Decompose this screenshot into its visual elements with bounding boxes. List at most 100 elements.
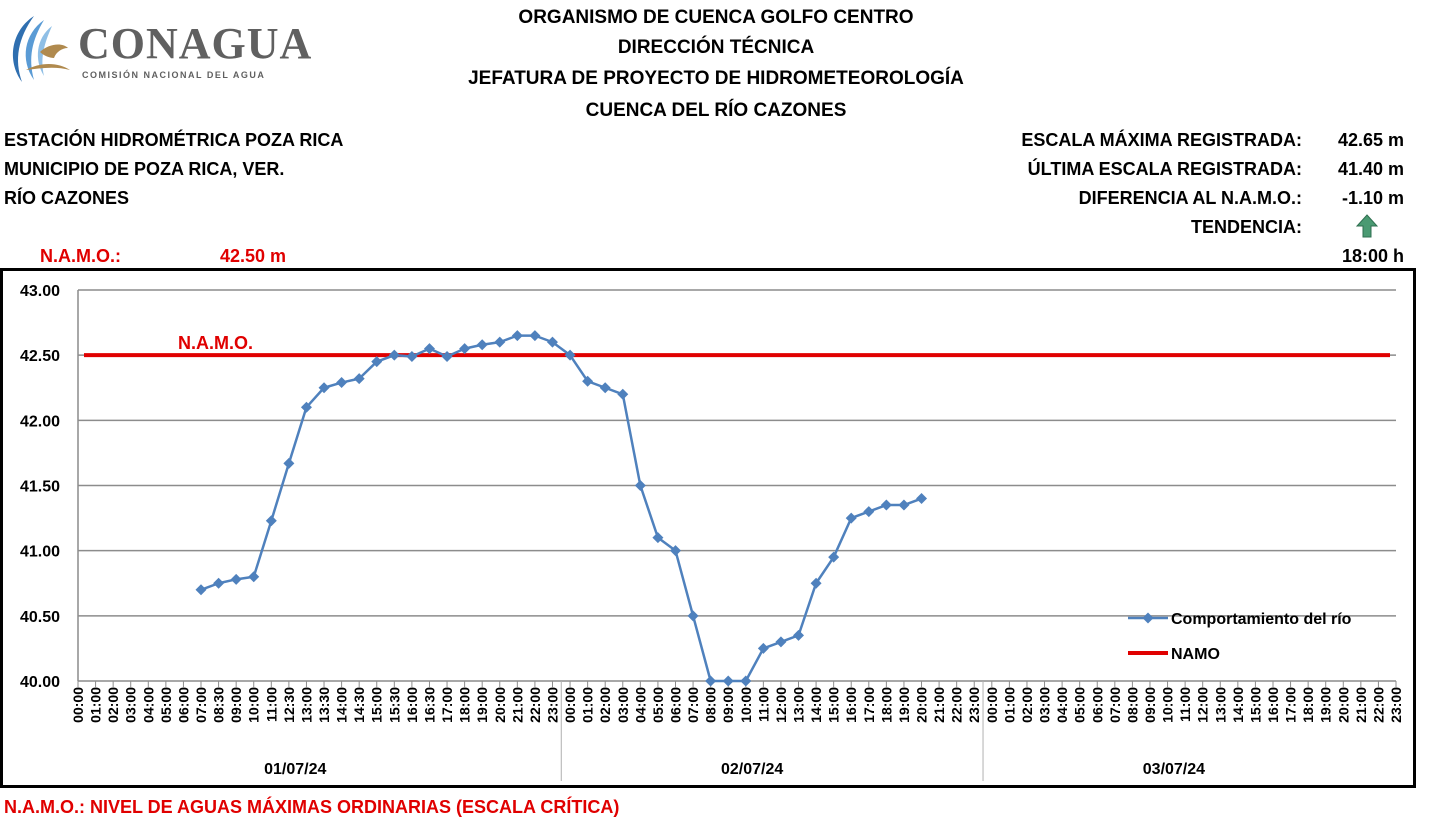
y-tick-label: 41.00 (20, 544, 60, 561)
x-tick-label: 03:00 (615, 687, 631, 723)
namo-diff-value: -1.10 m (1341, 188, 1404, 208)
data-point (810, 577, 822, 589)
data-point (705, 675, 717, 687)
namo-line-label: N.A.M.O. (178, 333, 253, 353)
namo-value: 42.50 m (220, 246, 287, 266)
data-point (195, 584, 207, 596)
data-point (793, 629, 805, 641)
header-project: JEFATURA DE PROYECTO DE HIDROMETEOROLOGÍ… (468, 68, 964, 89)
data-point (336, 377, 348, 389)
data-point (652, 532, 664, 544)
x-tick-label: 05:00 (158, 687, 174, 723)
header-basin: CUENCA DEL RÍO CAZONES (585, 100, 847, 121)
x-tick-label: 14:30 (351, 687, 367, 723)
data-point (318, 382, 330, 394)
x-tick-label: 19:00 (474, 687, 490, 723)
x-tick-label: 19:00 (1318, 687, 1334, 723)
logo-name: CONAGUA (78, 19, 313, 68)
x-tick-label: 00:00 (70, 687, 86, 723)
data-point (546, 336, 558, 348)
x-tick-label: 15:30 (386, 687, 402, 723)
x-tick-label: 20:00 (914, 687, 930, 723)
data-point (740, 675, 752, 687)
x-tick-label: 00:00 (984, 687, 1000, 723)
data-point (582, 375, 594, 387)
x-tick-label: 12:00 (1195, 687, 1211, 723)
y-tick-label: 42.00 (20, 413, 60, 430)
x-tick-label: 01:00 (580, 687, 596, 723)
y-tick-label: 41.50 (20, 479, 60, 496)
river-level-chart: 40.00 40.50 41.00 41.50 42.00 42.50 43.00 00:0… (20, 283, 1404, 781)
x-tick-label: 12:30 (281, 687, 297, 723)
data-point (476, 339, 488, 351)
data-point (722, 675, 734, 687)
x-tick-label: 23:00 (966, 687, 982, 723)
x-tick-label: 20:00 (492, 687, 508, 723)
x-tick-label: 09:00 (228, 687, 244, 723)
max-scale-value: 42.65 m (1337, 130, 1404, 150)
x-tick-label: 16:00 (1265, 687, 1281, 723)
x-tick-label: 22:00 (949, 687, 965, 723)
last-scale-value: 41.40 m (1337, 159, 1404, 179)
x-tick-label: 03:00 (123, 687, 139, 723)
data-point (634, 480, 646, 491)
x-tick-label: 00:00 (562, 687, 578, 723)
x-tick-label: 14:00 (808, 687, 824, 723)
x-tick-label: 06:00 (175, 687, 191, 723)
y-tick-label: 42.50 (20, 348, 60, 365)
x-tick-label: 10:00 (246, 687, 262, 723)
x-tick-label: 23:00 (1388, 687, 1404, 723)
y-tick-label: 40.00 (20, 674, 60, 691)
x-tick-label: 08:00 (1124, 687, 1140, 723)
x-tick-label: 13:00 (298, 687, 314, 723)
data-point (353, 373, 365, 385)
trend-label: TENDENCIA: (1191, 217, 1302, 237)
x-tick-label: 21:00 (509, 687, 525, 723)
x-tick-label: 22:00 (527, 687, 543, 723)
x-tick-label: 07:00 (685, 687, 701, 723)
data-point (459, 343, 471, 355)
station-municipality: MUNICIPIO DE POZA RICA, VER. (4, 159, 285, 179)
x-tick-label: 15:00 (369, 687, 385, 723)
data-point (863, 506, 875, 518)
x-tick-label: 09:00 (720, 687, 736, 723)
data-point (687, 610, 699, 622)
x-tick-label: 09:00 (1142, 687, 1158, 723)
x-tick-label: 13:00 (791, 687, 807, 723)
data-point (494, 336, 506, 348)
x-tick-label: 17:00 (439, 687, 455, 723)
x-tick-label: 18:00 (878, 687, 894, 723)
x-tick-label: 02:00 (597, 687, 613, 723)
x-tick-label: 08:00 (703, 687, 719, 723)
data-point (371, 356, 383, 368)
x-tick-label: 18:00 (1300, 687, 1316, 723)
data-point (916, 493, 928, 505)
data-point (845, 512, 857, 524)
data-point (775, 636, 787, 648)
data-point (828, 551, 840, 563)
namo-diff-label: DIFERENCIA AL N.A.M.O.: (1078, 188, 1302, 208)
x-tick-label: 16:30 (421, 687, 437, 723)
series-line-river (200, 334, 922, 683)
report-time: 18:00 h (1341, 246, 1404, 266)
footer-note: N.A.M.O.: NIVEL DE AGUAS MÁXIMAS ORDINAR… (4, 797, 620, 817)
x-tick-label: 12:00 (773, 687, 789, 723)
x-tick-label: 08:30 (211, 687, 227, 723)
arrow-up-icon (1355, 214, 1379, 243)
x-tick-label: 04:00 (1054, 687, 1070, 723)
station-name: ESTACIÓN HIDROMÉTRICA POZA RICA (4, 130, 344, 150)
x-tick-label: 18:00 (457, 687, 473, 723)
legend-river-marker (1142, 612, 1154, 624)
x-tick-label: 01:00 (88, 687, 104, 723)
y-tick-label: 40.50 (20, 609, 60, 626)
x-tick-label: 19:00 (896, 687, 912, 723)
y-tick-label: 43.00 (20, 283, 60, 300)
x-tick-label: 07:00 (1107, 687, 1123, 723)
data-point (564, 349, 576, 361)
x-tick-label: 02:00 (1019, 687, 1035, 723)
data-point (599, 382, 611, 394)
x-tick-label: 06:00 (667, 687, 683, 723)
x-tick-label: 17:00 (1283, 687, 1299, 723)
data-point (213, 577, 225, 589)
x-tick-label: 03:00 (1037, 687, 1053, 723)
